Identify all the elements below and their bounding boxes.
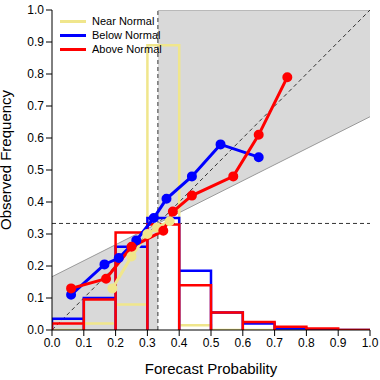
html-text:Above Normal: Above Normal [92, 43, 162, 55]
svg-text:0.3: 0.3 [27, 227, 44, 241]
svg-text:Observed Frequency: Observed Frequency [8, 89, 14, 230]
svg-text:0.1: 0.1 [75, 336, 92, 350]
svg-text:0.5: 0.5 [27, 163, 44, 177]
svg-text:1.0: 1.0 [27, 3, 44, 17]
svg-text:0.7: 0.7 [266, 336, 283, 350]
svg-text:0.9: 0.9 [27, 35, 44, 49]
svg-text:0.5: 0.5 [203, 336, 220, 350]
svg-text:0.4: 0.4 [171, 336, 188, 350]
svg-text:0.2: 0.2 [27, 259, 44, 273]
html-text:Below Normal: Below Normal [92, 29, 161, 41]
svg-text:0.7: 0.7 [27, 99, 44, 113]
svg-text:Forecast Probability: Forecast Probability [145, 360, 278, 377]
svg-text:0.2: 0.2 [107, 336, 124, 350]
html-text:Near Normal: Near Normal [92, 15, 155, 27]
svg-text:0.0: 0.0 [44, 336, 61, 350]
svg-text:0.8: 0.8 [27, 67, 44, 81]
svg-text:0.4: 0.4 [27, 195, 44, 209]
svg-text:1.0: 1.0 [362, 336, 372, 350]
svg-text:0.1: 0.1 [27, 291, 44, 305]
svg-text:0.9: 0.9 [330, 336, 347, 350]
svg-text:0.6: 0.6 [234, 336, 251, 350]
svg-text:0.6: 0.6 [27, 131, 44, 145]
svg-text:0.0: 0.0 [27, 323, 44, 337]
svg-text:0.3: 0.3 [139, 336, 156, 350]
svg-text:0.8: 0.8 [298, 336, 315, 350]
